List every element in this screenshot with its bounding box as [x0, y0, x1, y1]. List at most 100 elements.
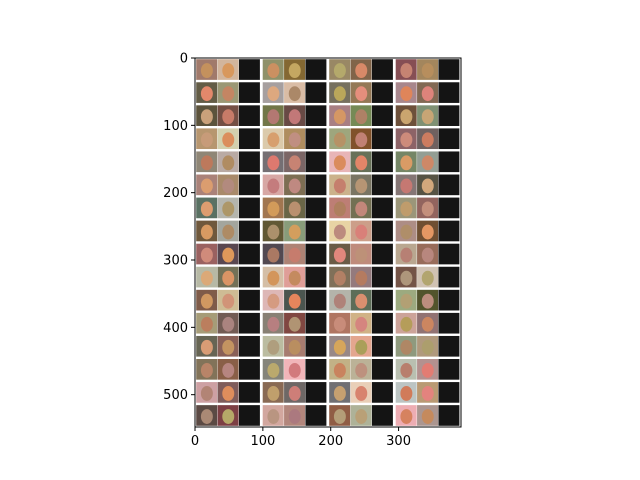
- face-blob: [222, 386, 235, 401]
- face-blob: [333, 386, 346, 401]
- image-tile: [238, 359, 260, 380]
- y-axis: 0 100 200 300 400 500: [163, 52, 195, 403]
- face-blob: [267, 86, 280, 102]
- face-blob: [222, 409, 235, 424]
- image-tile: [438, 59, 460, 80]
- image-tile: [305, 220, 327, 242]
- face-blob: [200, 155, 213, 171]
- image-grid: [195, 58, 461, 427]
- face-blob: [421, 155, 434, 171]
- face-blob: [267, 293, 280, 309]
- face-blob: [200, 109, 213, 125]
- face-blob: [421, 293, 434, 309]
- face-blob: [200, 339, 213, 355]
- face-blob: [400, 201, 413, 217]
- face-blob: [333, 339, 346, 355]
- x-tick-label: 300: [386, 434, 411, 449]
- image-tile: [371, 59, 393, 80]
- image-tile: [305, 405, 327, 426]
- face-blob: [222, 247, 235, 263]
- face-blob: [400, 316, 413, 332]
- face-blob: [288, 316, 301, 332]
- face-blob: [333, 362, 346, 378]
- face-blob: [267, 178, 280, 194]
- image-tile: [238, 382, 260, 403]
- face-blob: [400, 386, 413, 401]
- y-tick-label: 400: [163, 321, 188, 336]
- face-blob: [355, 155, 368, 171]
- face-blob: [288, 270, 301, 286]
- face-blob: [355, 178, 368, 194]
- face-blob: [222, 224, 235, 240]
- face-blob: [355, 270, 368, 286]
- face-blob: [400, 409, 413, 424]
- face-blob: [421, 109, 434, 125]
- y-tick-label: 300: [163, 254, 188, 269]
- face-blob: [200, 132, 213, 148]
- image-tile: [438, 359, 460, 380]
- face-blob: [400, 178, 413, 194]
- face-blob: [267, 132, 280, 148]
- face-blob: [267, 109, 280, 125]
- y-tick-label: 100: [163, 119, 188, 134]
- face-blob: [333, 247, 346, 263]
- face-blob: [222, 201, 235, 217]
- x-tick-label: 100: [250, 434, 275, 449]
- face-blob: [222, 155, 235, 171]
- face-blob: [355, 109, 368, 125]
- y-tick-label: 0: [180, 52, 188, 67]
- face-blob: [421, 63, 434, 79]
- face-blob: [288, 247, 301, 263]
- face-blob: [288, 362, 301, 378]
- face-blob: [333, 63, 346, 79]
- face-blob: [267, 155, 280, 171]
- image-tile: [371, 220, 393, 242]
- image-tile: [305, 174, 327, 196]
- face-blob: [333, 409, 346, 424]
- face-blob: [222, 86, 235, 102]
- face-blob: [355, 201, 368, 217]
- x-tick-label: 200: [318, 434, 343, 449]
- image-tile: [305, 59, 327, 80]
- face-blob: [421, 224, 434, 240]
- image-tile: [438, 220, 460, 242]
- face-blob: [400, 247, 413, 263]
- face-blob: [288, 155, 301, 171]
- face-blob: [222, 293, 235, 309]
- face-blob: [200, 362, 213, 378]
- face-blob: [333, 224, 346, 240]
- face-blob: [355, 293, 368, 309]
- x-axis: 0 100 200 300: [191, 427, 411, 449]
- face-blob: [267, 63, 280, 79]
- image-tile: [438, 128, 460, 150]
- face-blob: [200, 178, 213, 194]
- face-blob: [267, 224, 280, 240]
- face-blob: [288, 386, 301, 401]
- face-blob: [355, 316, 368, 332]
- face-blob: [288, 109, 301, 125]
- face-blob: [288, 409, 301, 424]
- face-blob: [288, 86, 301, 102]
- face-blob: [421, 409, 434, 424]
- face-blob: [355, 362, 368, 378]
- image-tile: [305, 243, 327, 265]
- image-tile: [438, 405, 460, 426]
- face-blob: [200, 224, 213, 240]
- image-tile: [305, 128, 327, 150]
- face-blob: [222, 270, 235, 286]
- image-tile: [438, 312, 460, 334]
- image-tile: [371, 312, 393, 334]
- face-blob: [200, 86, 213, 102]
- image-tile: [305, 197, 327, 219]
- face-blob: [333, 293, 346, 309]
- face-blob: [421, 386, 434, 401]
- face-blob: [421, 86, 434, 102]
- face-blob: [355, 386, 368, 401]
- image-tile: [438, 151, 460, 173]
- face-blob: [355, 63, 368, 79]
- image-tile: [305, 82, 327, 103]
- image-tile: [305, 335, 327, 357]
- image-tile: [438, 105, 460, 126]
- face-blob: [288, 339, 301, 355]
